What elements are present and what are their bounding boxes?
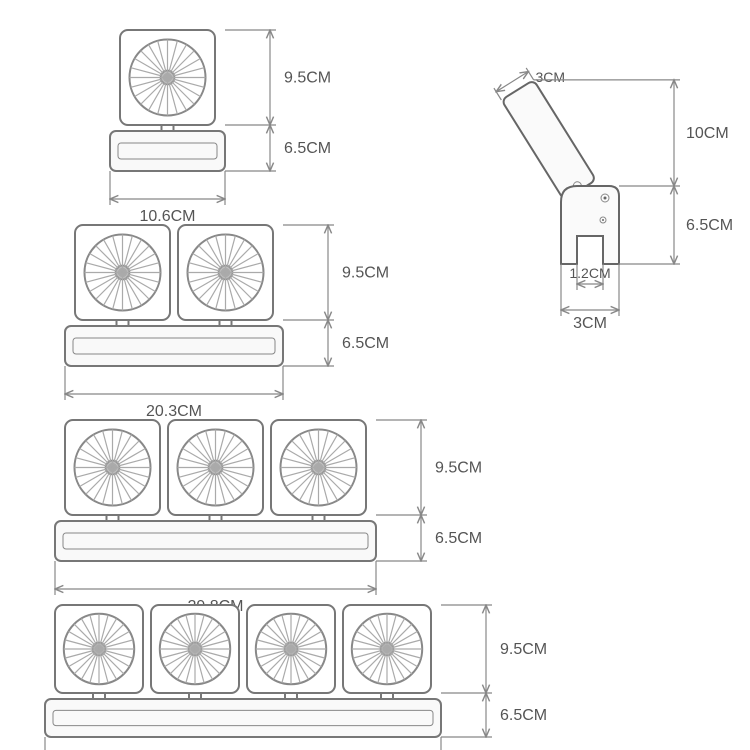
- hinge-blade: [501, 80, 596, 200]
- hinge-body: [561, 186, 619, 264]
- base-bar: [65, 326, 283, 366]
- extension-line: [526, 68, 533, 80]
- technical-drawing: 9.5CM 6.5CM 10.6CM 9.5CM 6.5CM 20.3CM 9.5CM 6.5…: [0, 0, 750, 750]
- unit-4fan: [45, 605, 441, 737]
- dim-base-height: 6.5CM: [342, 335, 389, 352]
- dim-body-height: 6.5CM: [686, 217, 733, 234]
- dim-base-height: 6.5CM: [500, 707, 547, 724]
- hinge-detail: 3CM 10CM 6.5CM 1.2CM 3CM: [494, 68, 733, 332]
- dim-slot-width: 1.2CM: [569, 265, 610, 281]
- dim-width: 20.3CM: [146, 403, 202, 420]
- base-bar: [45, 699, 441, 737]
- dim-blade-length: 10CM: [686, 125, 729, 142]
- base-bar: [110, 131, 225, 171]
- dim-fan-height: 9.5CM: [435, 460, 482, 477]
- unit-2fan: [65, 225, 283, 366]
- base-bar: [55, 521, 376, 561]
- dim-base-width: 3CM: [573, 315, 607, 332]
- dim-base-height: 6.5CM: [435, 530, 482, 547]
- dim-blade-width: 3CM: [535, 69, 565, 85]
- extension-line: [494, 88, 501, 100]
- unit-1fan: [110, 30, 225, 171]
- dim-base-height: 6.5CM: [284, 140, 331, 157]
- unit-3fan: [55, 420, 376, 561]
- dim-fan-height: 9.5CM: [500, 641, 547, 658]
- dim-width: 10.6CM: [139, 208, 195, 225]
- dim-fan-height: 9.5CM: [284, 70, 331, 87]
- dim-fan-height: 9.5CM: [342, 265, 389, 282]
